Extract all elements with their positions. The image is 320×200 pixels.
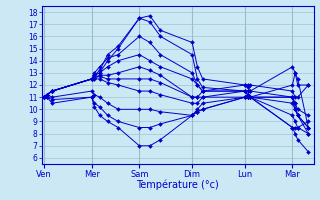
X-axis label: Température (°c): Température (°c) — [136, 180, 219, 190]
